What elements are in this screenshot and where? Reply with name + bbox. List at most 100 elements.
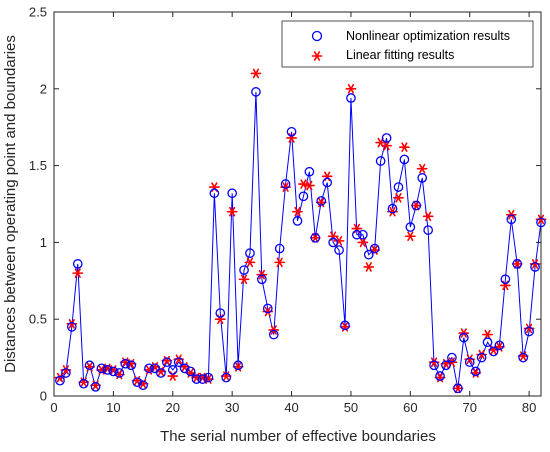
legend-label-linear: Linear fitting results	[346, 48, 454, 62]
data-point-nonlinear	[429, 360, 439, 371]
data-point-nonlinear	[72, 259, 83, 269]
x-tick-label: 50	[344, 400, 358, 415]
data-point-linear	[422, 211, 434, 222]
data-point-linear	[482, 329, 493, 340]
x-tick-label: 20	[166, 400, 180, 415]
x-tick-label: 0	[50, 400, 57, 415]
y-tick-label: 0.5	[29, 312, 47, 327]
data-point-nonlinear	[447, 352, 457, 363]
data-point-nonlinear	[518, 352, 529, 363]
data-point-nonlinear	[352, 229, 362, 240]
data-point-nonlinear	[363, 249, 374, 260]
data-point-nonlinear	[132, 377, 142, 388]
data-point-nonlinear	[191, 374, 202, 384]
data-point-nonlinear	[536, 217, 546, 228]
data-point-nonlinear	[245, 248, 255, 259]
data-point-nonlinear	[488, 346, 499, 357]
data-point-nonlinear	[470, 366, 481, 377]
data-point-nonlinear	[280, 179, 291, 189]
data-point-nonlinear	[150, 363, 160, 374]
data-point-nonlinear	[209, 188, 220, 199]
data-point-nonlinear	[453, 383, 463, 394]
data-point-nonlinear	[464, 357, 475, 368]
data-point-nonlinear	[387, 203, 398, 214]
data-point-linear	[250, 68, 262, 79]
data-point-nonlinear	[227, 188, 238, 199]
data-point-nonlinear	[322, 177, 333, 188]
data-point-nonlinear	[90, 381, 101, 392]
data-point-linear	[381, 140, 392, 151]
data-point-linear	[404, 231, 416, 242]
data-point-nonlinear	[346, 93, 356, 103]
data-point-linear	[511, 259, 523, 269]
data-point-nonlinear	[96, 363, 107, 374]
data-point-nonlinear	[405, 222, 416, 232]
x-tick-label: 10	[106, 400, 120, 415]
data-point-nonlinear	[251, 87, 261, 97]
data-point-nonlinear	[61, 368, 71, 378]
data-point-nonlinear	[512, 259, 523, 269]
data-point-nonlinear	[316, 196, 327, 206]
y-tick-label: 1	[40, 235, 47, 250]
data-point-nonlinear	[334, 245, 344, 255]
data-point-nonlinear	[476, 352, 487, 363]
data-point-nonlinear	[411, 200, 422, 211]
data-point-nonlinear	[179, 363, 190, 374]
data-point-linear	[72, 268, 84, 278]
data-point-nonlinear	[126, 360, 137, 371]
data-point-nonlinear	[120, 358, 131, 369]
data-point-nonlinear	[423, 225, 434, 235]
data-point-linear	[357, 237, 369, 248]
x-tick-label: 70	[462, 400, 476, 415]
data-point-nonlinear	[78, 378, 89, 389]
data-point-nonlinear	[102, 365, 113, 375]
data-point-nonlinear	[274, 243, 285, 254]
data-point-nonlinear	[156, 368, 166, 378]
data-point-nonlinear	[375, 156, 386, 166]
data-point-nonlinear	[233, 360, 243, 371]
x-tick-label: 40	[284, 400, 298, 415]
x-tick-label: 60	[403, 400, 417, 415]
data-point-nonlinear	[458, 332, 469, 343]
data-point-nonlinear	[55, 375, 65, 386]
data-point-nonlinear	[500, 274, 511, 285]
data-point-linear	[416, 163, 428, 174]
data-point-nonlinear	[298, 191, 309, 202]
legend-box	[281, 20, 534, 68]
data-point-linear	[393, 193, 404, 203]
data-point-linear	[309, 233, 321, 243]
data-point-nonlinear	[185, 366, 196, 377]
data-point-linear	[399, 142, 410, 152]
x-axis-label: The serial number of effective boundarie…	[160, 428, 436, 445]
data-point-nonlinear	[506, 214, 517, 225]
data-point-nonlinear	[268, 329, 279, 340]
data-point-nonlinear	[482, 337, 493, 348]
data-point-nonlinear	[340, 320, 350, 331]
legend-marker-linear	[311, 51, 323, 61]
data-point-linear	[410, 200, 422, 211]
y-axis-label: Distances between operating point and bo…	[2, 35, 19, 373]
y-tick-label: 2	[40, 81, 47, 96]
data-point-linear	[298, 179, 309, 189]
data-point-nonlinear	[215, 308, 226, 318]
data-point-nonlinear	[203, 372, 214, 383]
data-point-nonlinear	[530, 262, 540, 272]
star-icon	[311, 51, 323, 61]
data-point-nonlinear	[173, 357, 184, 368]
plot-area	[53, 11, 542, 397]
data-point-linear	[274, 257, 286, 268]
data-point-linear	[303, 180, 315, 191]
x-tick-label: 80	[522, 400, 536, 415]
legend-label-nonlinear: Nonlinear optimization results	[346, 29, 510, 43]
data-point-nonlinear	[435, 371, 445, 381]
data-point-linear	[345, 84, 357, 94]
data-point-nonlinear	[221, 372, 232, 383]
data-point-nonlinear	[66, 322, 77, 332]
data-point-linear	[452, 383, 464, 394]
x-tick-label: 30	[225, 400, 239, 415]
data-point-nonlinear	[161, 357, 172, 368]
y-tick-label: 0	[40, 389, 47, 404]
data-point-nonlinear	[84, 360, 95, 371]
data-point-linear	[244, 257, 256, 268]
